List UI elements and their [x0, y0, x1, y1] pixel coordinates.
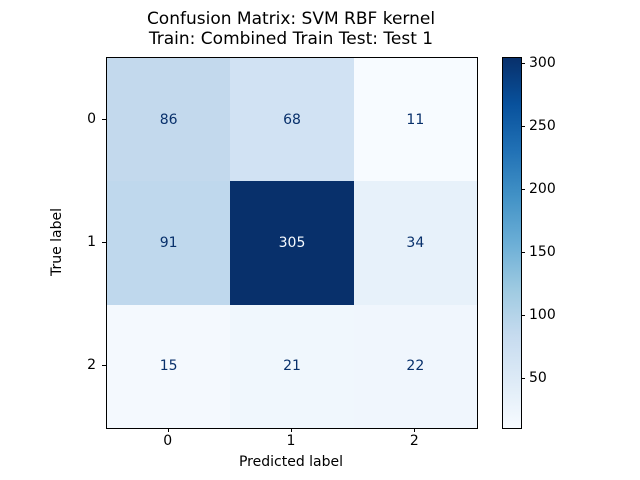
colorbar-tick-label-250: 250 — [529, 118, 556, 135]
y-axis-label: True label — [49, 207, 65, 277]
colorbar-tick-mark-50 — [521, 377, 525, 379]
chart-title-line1: Confusion Matrix: SVM RBF kernel — [146, 9, 436, 29]
colorbar — [502, 57, 522, 429]
colorbar-tick-label-200: 200 — [529, 181, 556, 198]
matrix-cell-r0c0: 86 — [107, 58, 231, 182]
colorbar-tick-mark-300 — [521, 63, 525, 65]
y-tick-label-1: 1 — [87, 234, 96, 250]
colorbar-tick-mark-250 — [521, 126, 525, 128]
y-tick-mark-0 — [102, 118, 106, 120]
colorbar-tick-label-150: 150 — [529, 244, 556, 261]
colorbar-tick-label-300: 300 — [529, 55, 556, 72]
matrix-cell-r1c2: 34 — [353, 181, 477, 305]
y-tick-mark-1 — [102, 242, 106, 243]
x-tick-mark-2 — [414, 428, 416, 432]
matrix-cell-r0c2: 11 — [353, 58, 477, 182]
heatmap-axes: 86 68 11 91 305 34 15 21 22 — [106, 57, 478, 429]
x-tick-label-2: 2 — [409, 433, 419, 449]
matrix-cell-r2c1: 21 — [230, 304, 354, 428]
colorbar-tick-mark-150 — [521, 252, 525, 254]
y-tick-label-2: 2 — [87, 357, 96, 374]
heatmap-grid: 86 68 11 91 305 34 15 21 22 — [107, 58, 477, 428]
x-tick-mark-0 — [167, 428, 169, 432]
colorbar-tick-mark-200 — [521, 189, 525, 191]
matrix-cell-r1c1: 305 — [230, 181, 354, 305]
y-tick-label-0: 0 — [87, 110, 96, 127]
matrix-cell-r2c0: 15 — [107, 304, 231, 428]
colorbar-tick-mark-100 — [521, 314, 525, 316]
x-tick-mark-1 — [291, 428, 292, 432]
y-tick-mark-2 — [102, 365, 106, 367]
colorbar-tick-label-50: 50 — [529, 369, 547, 386]
chart-title: Confusion Matrix: SVM RBF kernel Train: … — [106, 9, 476, 49]
matrix-cell-r1c0: 91 — [107, 181, 231, 305]
chart-title-line2: Train: Combined Train Test: Test 1 — [148, 29, 434, 49]
matrix-cell-r2c2: 22 — [353, 304, 477, 428]
matrix-cell-r0c1: 68 — [230, 58, 354, 182]
x-tick-label-0: 0 — [163, 433, 173, 449]
x-axis-label: Predicted label — [238, 454, 344, 470]
x-tick-label-1: 1 — [286, 433, 296, 449]
colorbar-tick-label-100: 100 — [529, 306, 556, 323]
